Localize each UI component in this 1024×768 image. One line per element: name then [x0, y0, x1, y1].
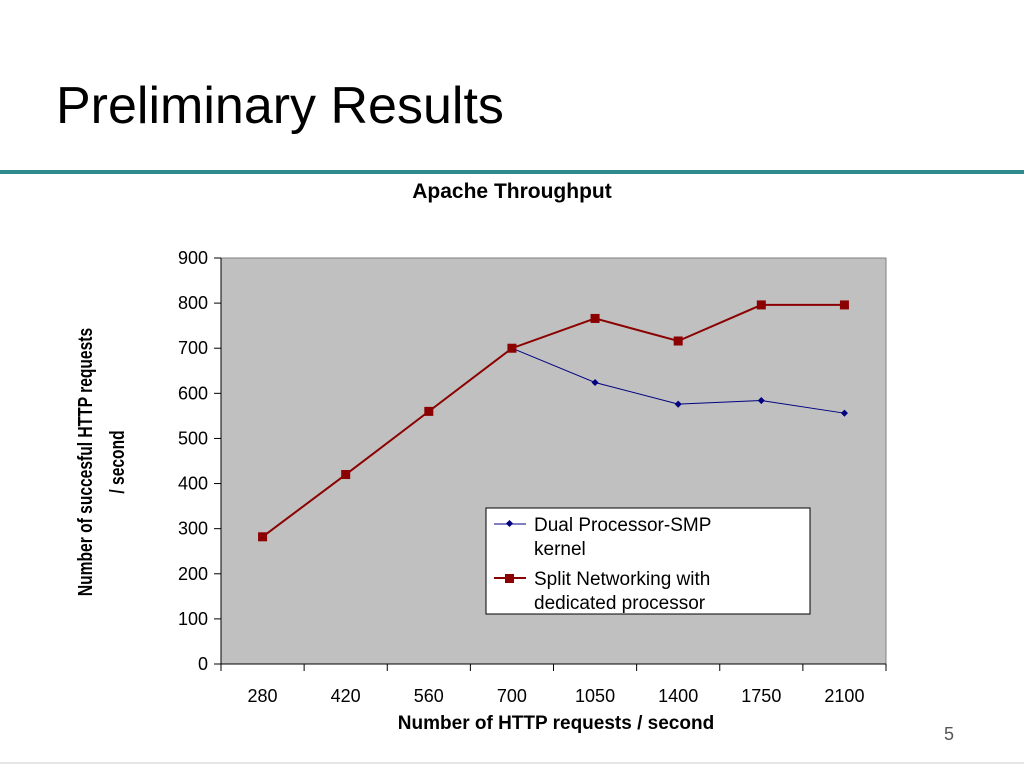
data-point-split-networking — [756, 300, 766, 310]
y-axis-title-line-2: / second — [106, 430, 128, 493]
footer-divider — [0, 762, 1024, 764]
data-point-split-networking — [839, 300, 849, 310]
x-axis-title: Number of HTTP requests / second — [398, 713, 714, 734]
x-tick-label: 560 — [414, 686, 444, 706]
y-tick-label: 700 — [178, 338, 208, 358]
data-point-dual-processor — [757, 397, 765, 405]
y-tick-label: 500 — [178, 428, 208, 448]
data-point-dual-processor — [840, 409, 848, 417]
x-tick-label: 280 — [248, 686, 278, 706]
legend-label-split-networking-line-2: dedicated processor — [534, 593, 706, 614]
legend: Dual Processor-SMP kernel Split Networki… — [485, 507, 811, 615]
y-tick-label: 0 — [198, 654, 208, 674]
chart-title: Apache Throughput — [412, 180, 611, 203]
y-tick-label: 600 — [178, 383, 208, 403]
data-point-split-networking — [341, 470, 351, 480]
y-tick-label: 100 — [178, 609, 208, 629]
legend-marker-split-networking — [505, 574, 514, 583]
data-point-split-networking — [507, 343, 517, 353]
legend-label-dual-processor-line-2: kernel — [534, 539, 586, 560]
slide-number: 5 — [944, 724, 955, 744]
legend-label-split-networking-line-1: Split Networking with — [534, 569, 710, 590]
data-point-split-networking — [258, 532, 268, 542]
title-divider — [0, 170, 1024, 174]
plot-area: 0 100 200 300 400 500 600 700 800 900 280 420 560 700… — [178, 248, 887, 706]
y-tick-label: 900 — [178, 248, 208, 268]
y-tick-label: 800 — [178, 293, 208, 313]
data-point-split-networking — [673, 336, 683, 346]
x-tick-label: 420 — [331, 686, 361, 706]
y-axis-title-line-1: Number of succesful HTTP requests — [74, 328, 96, 596]
y-tick-label: 300 — [178, 519, 208, 539]
legend-marker-dual-processor — [505, 519, 514, 528]
data-point-dual-processor — [591, 378, 599, 387]
y-axis-title: Number of succesful HTTP requests / seco… — [74, 328, 128, 596]
y-tick-label: 400 — [178, 474, 208, 494]
x-tick-label: 700 — [497, 686, 527, 706]
slide-title: Preliminary Results — [56, 77, 504, 135]
x-tick-label: 1050 — [575, 686, 615, 706]
data-point-dual-processor — [674, 400, 682, 408]
series-line-split-networking — [261, 303, 845, 538]
y-tick-label: 200 — [178, 564, 208, 584]
x-tick-label: 2100 — [824, 686, 864, 706]
legend-box — [485, 507, 811, 615]
data-point-split-networking — [590, 313, 600, 323]
x-tick-label: 1400 — [658, 686, 698, 706]
x-tick-label: 1750 — [741, 686, 781, 706]
data-point-split-networking — [424, 406, 434, 416]
legend-label-dual-processor-line-1: Dual Processor-SMP — [534, 515, 711, 536]
